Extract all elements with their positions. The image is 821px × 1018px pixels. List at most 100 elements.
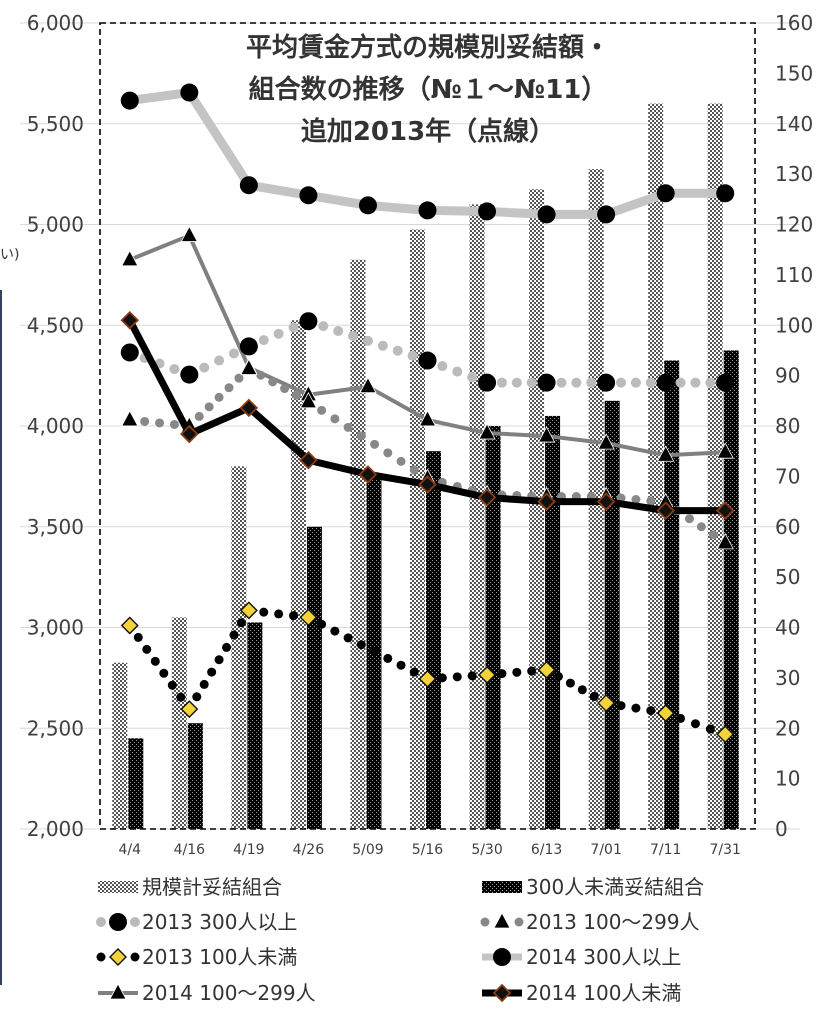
y-right-tick-label: 50 [775, 565, 800, 589]
series-dot [192, 692, 202, 702]
data-point-marker [477, 488, 497, 507]
legend-label: 300人未満妥結組合 [526, 875, 704, 899]
data-point-marker [418, 201, 437, 220]
legend-dot [514, 917, 524, 927]
series-dot [348, 330, 359, 341]
x-tick-label: 4/4 [119, 842, 142, 858]
bar-under300-unions [187, 723, 203, 829]
bar-under300-unions [306, 526, 322, 829]
data-point-marker [358, 196, 377, 215]
series-dot [280, 384, 290, 394]
data-point-marker [537, 373, 556, 392]
data-point-marker [657, 445, 675, 462]
series-2 [120, 601, 735, 744]
series-dot [356, 431, 366, 441]
data-point-marker [537, 492, 556, 511]
series-dot [204, 402, 214, 412]
series-dot [467, 372, 478, 383]
data-point-marker [120, 310, 140, 330]
series-dot [497, 669, 507, 679]
series-dot [333, 326, 344, 337]
y-right-tick-label: 130 [775, 162, 813, 186]
bar-layer [112, 103, 739, 830]
series-dot [274, 609, 284, 619]
legend-label: 2013 100～299人 [526, 910, 700, 934]
bar-under300-unions [247, 622, 263, 829]
data-point-marker [299, 312, 318, 331]
data-point-marker [299, 391, 318, 409]
legend-marker [109, 913, 127, 931]
series-dot [159, 668, 169, 678]
legend-marker [109, 948, 127, 966]
series-dot [370, 647, 380, 657]
data-point-marker [597, 205, 616, 224]
legend-layer: 規模計妥結組合 300人未満妥結組合 2013 300人以上 2013 100～299… [96, 875, 704, 1005]
data-point-marker [656, 501, 675, 520]
legend-symbol [482, 948, 522, 966]
chart-title-line: 平均賃金方式の規模別妥結額・ [246, 32, 610, 63]
y-right-tick-label: 0 [775, 817, 788, 841]
series-dot [289, 611, 299, 621]
bar-total-unions [350, 259, 366, 829]
series-5 [120, 310, 735, 520]
data-point-marker [656, 184, 675, 203]
series-dot [705, 377, 716, 388]
data-point-marker [239, 176, 258, 195]
y-right-tick-label: 150 [775, 61, 813, 85]
data-point-marker [120, 616, 139, 635]
data-point-marker [478, 423, 496, 440]
y-left-tick-label: 4,000 [27, 414, 84, 438]
series-dot [631, 703, 641, 713]
bar-under300-unions [723, 350, 739, 829]
left-edge-bar [0, 290, 2, 985]
data-point-marker [359, 376, 377, 394]
series-dot [631, 495, 641, 505]
series-dot [222, 642, 232, 652]
series-3 [120, 83, 735, 224]
series-dot [396, 456, 406, 466]
data-point-marker [358, 465, 378, 484]
series-dot [690, 377, 701, 388]
legend-marker [492, 983, 512, 1003]
x-tick-label: 4/19 [233, 842, 264, 858]
y-left-tick-label: 2,000 [27, 817, 84, 841]
legend-dot [96, 952, 106, 962]
series-dot [565, 678, 575, 688]
bar-total-unions [231, 466, 247, 829]
series-dot [224, 383, 234, 393]
data-point-marker [597, 433, 615, 450]
series-dot [259, 607, 269, 617]
data-point-marker [596, 492, 616, 511]
legend-label: 規模計妥結組合 [142, 875, 282, 899]
bar-total-unions [171, 617, 187, 829]
y-right-tick-label: 120 [775, 213, 813, 237]
series-dot [554, 671, 563, 681]
line-layer [120, 83, 735, 744]
y-right-tick-label: 40 [775, 616, 800, 640]
x-tick-label: 5/30 [471, 842, 502, 858]
legend-label: 2014 100人未満 [526, 981, 681, 1005]
legend-dot [130, 917, 140, 927]
data-point-marker [180, 365, 199, 384]
x-tick-label: 7/31 [710, 842, 741, 858]
data-point-marker [716, 184, 735, 203]
series-dot [383, 653, 393, 663]
series-dot [571, 377, 582, 388]
y-left-tick-label: 6,000 [27, 11, 84, 35]
data-point-marker [418, 351, 437, 370]
legend-dot [96, 917, 106, 927]
series-dot [392, 345, 403, 356]
legend-marker [493, 912, 511, 929]
series-dot [133, 632, 143, 642]
x-tick-label: 4/26 [293, 842, 325, 858]
y-left-tick-label: 2,500 [27, 716, 84, 740]
data-point-marker [716, 373, 735, 392]
series-dot [169, 364, 180, 375]
legend-symbol [96, 913, 140, 931]
data-point-marker [537, 660, 556, 679]
series-dot [370, 439, 380, 449]
axis-layer: 2,000 2,500 3,000 3,500 4,000 4,500 5,000 5,500… [27, 11, 813, 858]
series-dot [708, 530, 718, 540]
series-dot [214, 392, 224, 402]
